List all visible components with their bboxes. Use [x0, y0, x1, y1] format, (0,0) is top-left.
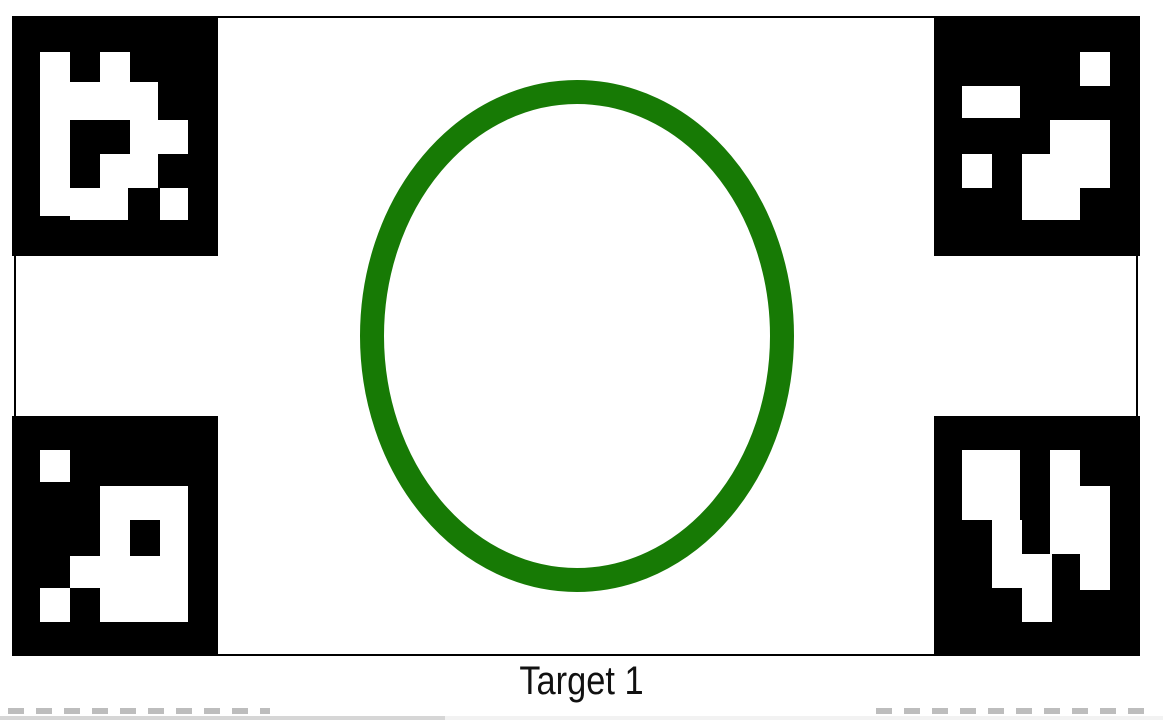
scroll-indicator-left [8, 708, 270, 714]
fiducial-marker-top-left [12, 16, 218, 256]
fiducial-marker-bottom-left [12, 416, 218, 656]
fiducial-marker-top-right [934, 16, 1140, 256]
fiducial-marker-bottom-right [934, 416, 1140, 656]
bottom-divider [0, 716, 1163, 720]
scroll-indicator-right [876, 708, 1156, 714]
target-caption: Target 1 [81, 655, 1081, 707]
